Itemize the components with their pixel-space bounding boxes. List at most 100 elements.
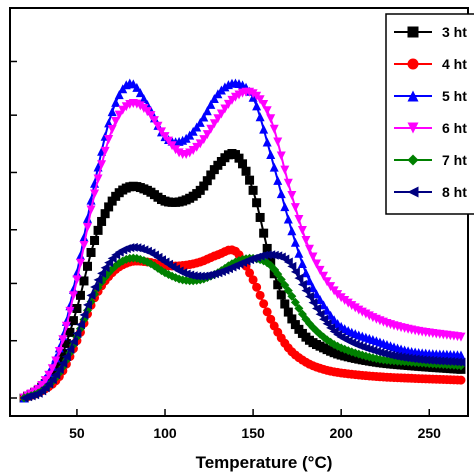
series-5-point-21 (93, 275, 103, 285)
series-3-point-73 (276, 151, 286, 161)
series-3-point-71 (269, 124, 279, 134)
series-2-point-67 (255, 112, 265, 122)
series-0-point-73 (276, 290, 286, 300)
series-5-point-7 (44, 379, 54, 389)
series-3-point-77 (290, 203, 300, 213)
series-4-point-75 (283, 286, 293, 296)
series-5-point-16 (75, 320, 85, 330)
series-3-point-70 (266, 114, 276, 124)
series-3-point-23 (100, 146, 110, 156)
series-2-point-72 (273, 175, 283, 185)
series-2-point-83 (312, 289, 322, 299)
series-5-point-13 (65, 344, 75, 354)
series-5-point-15 (72, 329, 82, 339)
series-3-point-11 (58, 335, 68, 345)
series-5-point-8 (47, 375, 57, 385)
series-3-point-72 (273, 137, 283, 147)
series-4-point-76 (287, 291, 297, 301)
series-5-point-81 (304, 291, 314, 301)
series-2-point-66 (252, 101, 262, 111)
series-5-point-9 (51, 370, 61, 380)
series-3-point-82 (308, 252, 318, 262)
series-4-point-29 (121, 254, 131, 264)
legend-marker-3 (407, 122, 419, 134)
series-0-point-52 (202, 176, 212, 186)
series-2-point-86 (322, 305, 332, 315)
series-2-point-78 (294, 248, 304, 258)
legend-label-4: 7 ht (442, 152, 467, 168)
legend-label-3: 6 ht (442, 120, 467, 136)
series-0-point-25 (107, 196, 117, 206)
series-3-point-39 (156, 127, 166, 137)
series-3-point-93 (347, 301, 357, 311)
series-2-point-79 (297, 259, 307, 269)
series-2-point-70 (266, 150, 276, 160)
series-5-point-11 (58, 358, 68, 368)
series-0-point-74 (280, 299, 290, 309)
series-3-point-79 (297, 226, 307, 236)
series-3-point-18 (83, 222, 93, 232)
series-0-point-64 (245, 175, 255, 185)
series-3-point-76 (287, 190, 297, 200)
legend-label-0: 3 ht (442, 24, 467, 40)
series-3-point-22 (97, 160, 107, 170)
series-2-point-51 (199, 112, 209, 122)
series-3-point-52 (202, 130, 212, 140)
series-3-point-80 (301, 235, 311, 245)
legend-marker-1 (407, 58, 419, 70)
series-3-point-54 (209, 119, 219, 129)
series-5-point-106 (393, 351, 403, 361)
series-3-point-56 (216, 109, 226, 119)
series-2-point-26 (111, 97, 121, 107)
legend-marker-4 (407, 154, 419, 166)
legend-marker-5 (407, 186, 419, 198)
series-3-point-10 (54, 346, 64, 356)
series-5-point-78 (294, 273, 304, 283)
series-3-point-85 (319, 271, 329, 281)
series-0-point-69 (262, 243, 272, 253)
series-2-point-27 (114, 90, 124, 100)
legend-marker-0 (407, 26, 419, 38)
series-1-point-69 (262, 307, 272, 317)
series-1-point-65 (248, 275, 258, 285)
series-2-point-74 (280, 202, 290, 212)
series-3-point-20 (90, 189, 100, 199)
series-5 (19, 242, 466, 403)
series-3-point-86 (322, 277, 332, 287)
series-3-point-21 (93, 174, 103, 184)
series-1-point-67 (255, 290, 265, 300)
series-2-point-76 (287, 226, 297, 236)
series-5-point-20 (90, 282, 100, 292)
series-3-point-15 (72, 275, 82, 285)
series-5-point-76 (287, 261, 297, 271)
series-0-point-62 (238, 159, 248, 169)
series-5-point-82 (308, 298, 318, 308)
series-5-point-24 (104, 258, 114, 268)
series-0-point-18 (83, 261, 93, 271)
series-2-point-124 (456, 350, 466, 360)
series-3-point-7 (44, 370, 54, 380)
legend-box (385, 13, 474, 215)
series-2-point-84 (315, 295, 325, 305)
series-2-point-73 (276, 189, 286, 199)
series-4-point-74 (280, 280, 290, 290)
series-3-point-17 (79, 240, 89, 250)
series-0-point-12 (61, 338, 71, 348)
series-3-point-5 (37, 380, 47, 390)
series-3-point-75 (283, 178, 293, 188)
series-0-point-24 (104, 202, 114, 212)
series-1-point-70 (266, 314, 276, 324)
series-2-point-75 (283, 214, 293, 224)
series-3-point-55 (213, 114, 223, 124)
series-3-point-38 (153, 121, 163, 131)
series-0-point-16 (75, 290, 85, 300)
series-5-point-124 (456, 357, 466, 367)
series-0-point-76 (287, 314, 297, 324)
series-3-point-24 (104, 135, 114, 145)
series-4-point-78 (294, 303, 304, 313)
series-5-point-17 (79, 310, 89, 320)
series-2-point-17 (79, 232, 89, 242)
series-2-point-52 (202, 106, 212, 116)
series-5-point-108 (400, 353, 410, 363)
series-5-point-107 (396, 352, 406, 362)
